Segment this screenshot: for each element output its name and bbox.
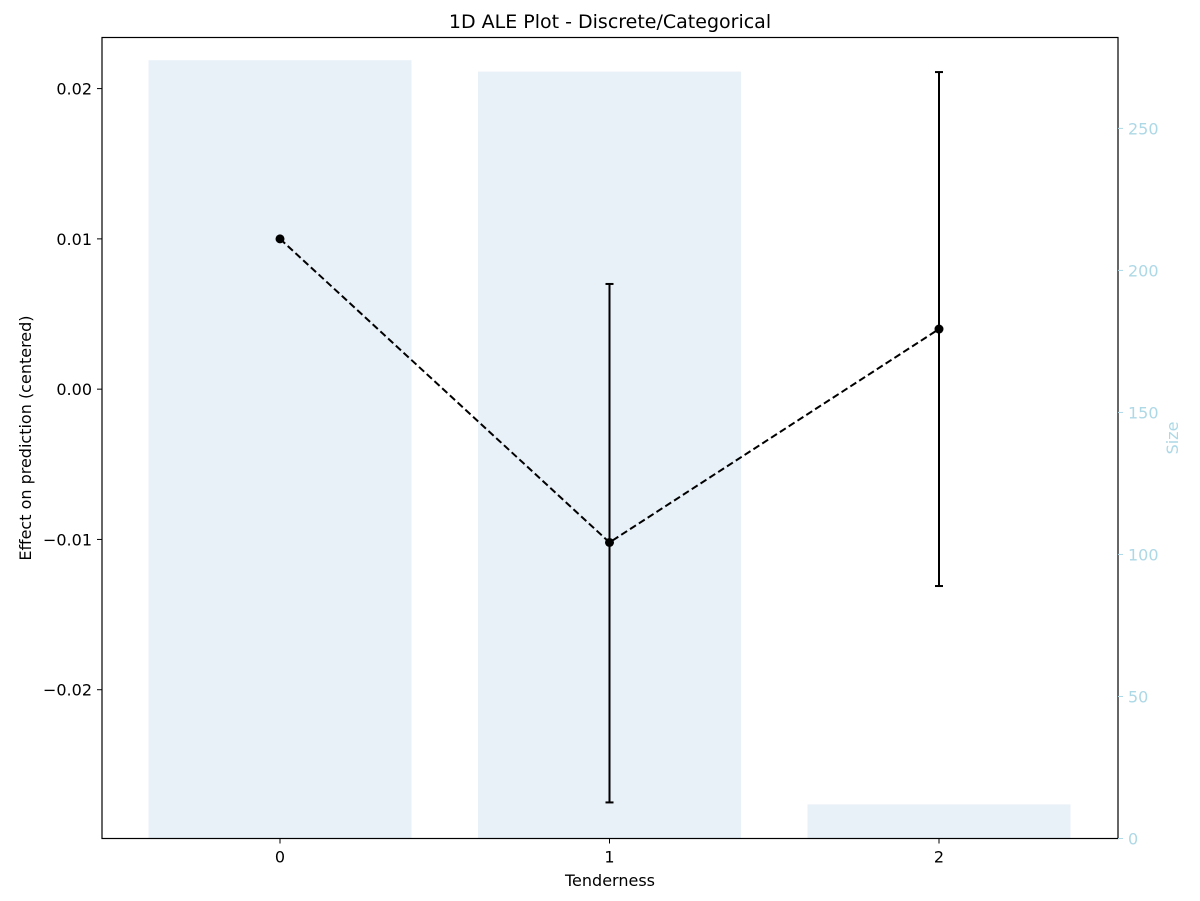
ale-series-line — [279, 238, 940, 544]
ale-point — [934, 324, 944, 334]
chart-title: 1D ALE Plot - Discrete/Categorical — [449, 11, 771, 33]
x-axis-ticks: 0 1 2 — [275, 838, 944, 867]
y2-tick-label: 0 — [1128, 830, 1138, 849]
y-tick-label: −0.01 — [43, 530, 92, 549]
x-axis-label: Tenderness — [564, 871, 655, 890]
size-bar — [148, 60, 412, 839]
y2-tick-label: 150 — [1128, 403, 1159, 422]
y-axis-label: Effect on prediction (centered) — [16, 315, 35, 560]
x-tick-label: 2 — [934, 848, 944, 867]
y2-tick-label: 100 — [1128, 545, 1159, 564]
y-tick-label: 0.01 — [56, 230, 92, 249]
y2-tick-label: 200 — [1128, 261, 1159, 280]
y-axis-ticks: −0.02 −0.01 0.00 0.01 0.02 — [43, 80, 102, 700]
ale-point — [605, 537, 614, 547]
y-tick-label: 0.02 — [56, 80, 92, 99]
y2-tick-label: 250 — [1128, 119, 1159, 138]
x-tick-label: 1 — [604, 848, 614, 867]
ale-line — [275, 234, 944, 547]
x-tick-label: 0 — [275, 848, 285, 867]
y2-axis-ticks: 0 50 100 150 200 250 — [1118, 119, 1159, 849]
y-tick-label: 0.00 — [56, 380, 92, 399]
y-tick-label: −0.02 — [43, 681, 92, 700]
y2-tick-label: 50 — [1128, 687, 1148, 706]
size-bar — [807, 804, 1071, 839]
y2-axis-label: Size — [1163, 422, 1182, 455]
ale-point — [275, 234, 285, 244]
